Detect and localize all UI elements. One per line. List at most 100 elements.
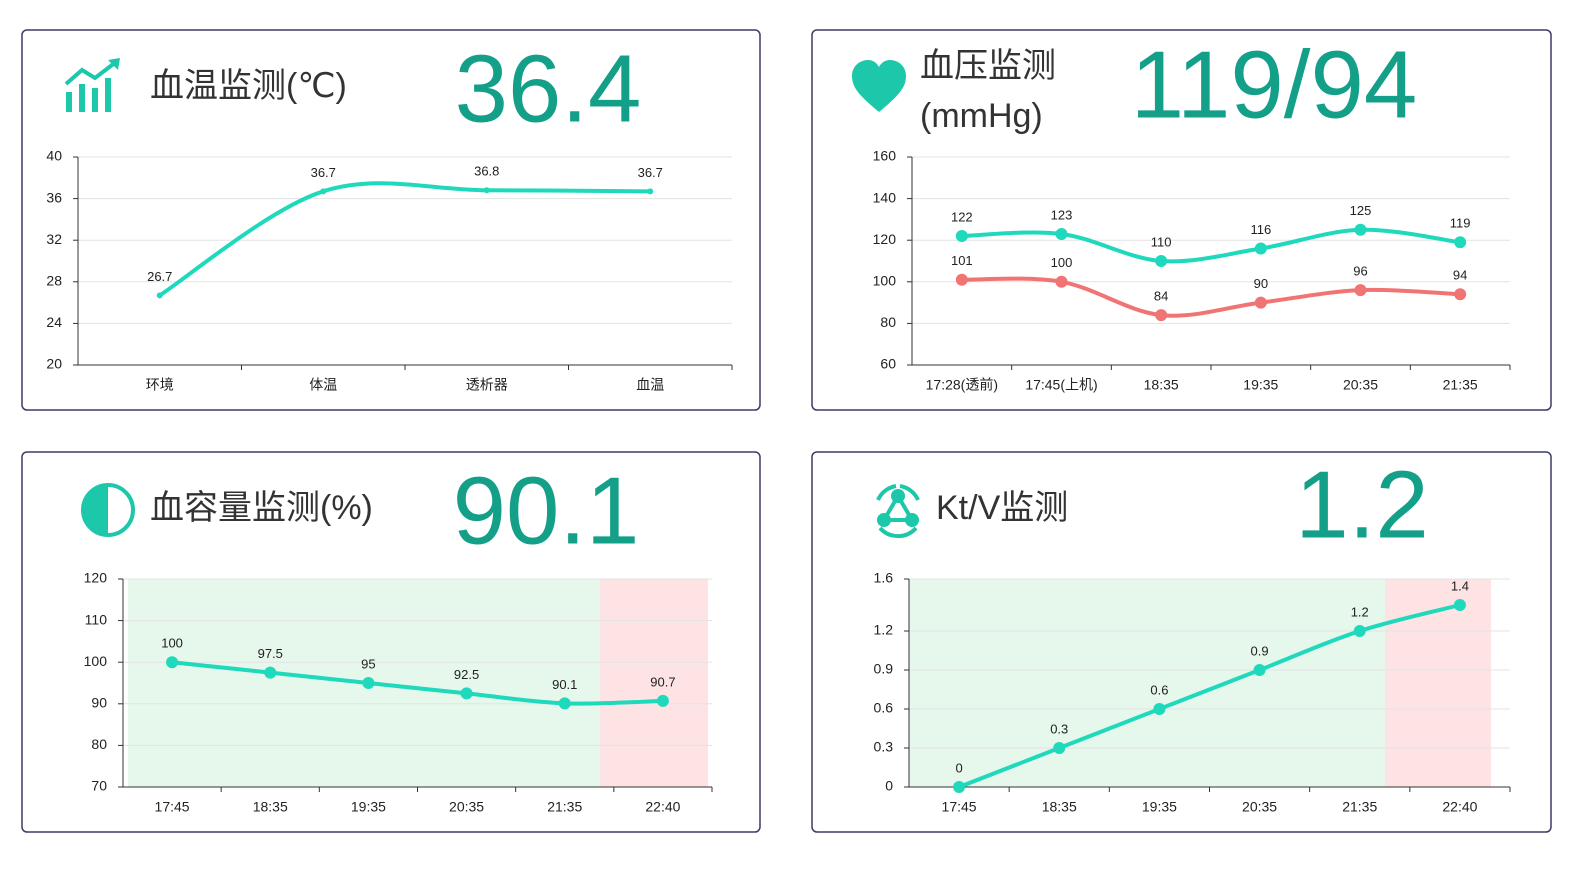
x-tick-label: 18:35 — [1042, 799, 1077, 815]
value-label: 90.1 — [552, 677, 577, 692]
point — [1053, 742, 1066, 754]
x-tick-label: 17:45 — [942, 799, 977, 815]
reading: 90.1 — [453, 457, 640, 564]
point — [955, 230, 968, 243]
value-label: 101 — [951, 253, 973, 268]
y-tick-label: 80 — [91, 736, 107, 752]
panel — [21, 29, 761, 411]
point — [656, 694, 669, 707]
point — [1055, 275, 1068, 288]
value-label: 0.3 — [1050, 721, 1068, 736]
x-tick-label: 17:45 — [155, 799, 190, 815]
point — [1055, 227, 1068, 240]
y-tick-label: 120 — [84, 570, 108, 586]
y-tick-label: 0.3 — [874, 739, 894, 755]
value-label: 100 — [1051, 255, 1073, 270]
series-line — [961, 227, 1461, 264]
point — [1254, 242, 1267, 255]
y-tick-label: 0.6 — [874, 700, 894, 716]
value-label: 0 — [955, 760, 962, 775]
value-label: 116 — [1250, 222, 1271, 237]
x-tick-label: 19:35 — [1243, 377, 1278, 393]
x-tick-label: 血温 — [636, 377, 664, 393]
x-tick-label: 环境 — [146, 377, 174, 393]
x-tick-label: 21:35 — [1443, 377, 1478, 393]
value-label: 123 — [1051, 207, 1073, 222]
y-tick-label: 1.2 — [874, 622, 894, 638]
heart-icon — [852, 60, 906, 112]
point — [362, 677, 375, 689]
y-tick-label: 24 — [46, 314, 62, 330]
point — [1454, 236, 1467, 249]
y-tick-label: 36 — [46, 189, 62, 205]
value-label: 36.8 — [474, 164, 499, 179]
value-label: 0.9 — [1251, 643, 1269, 658]
y-tick-label: 1.6 — [874, 570, 894, 586]
x-tick-label: 19:35 — [1142, 799, 1177, 815]
value-label: 90 — [1254, 276, 1268, 291]
panel-title: Kt/V监测 — [936, 489, 1068, 527]
series-line — [958, 603, 1461, 789]
y-tick-label: 32 — [46, 231, 62, 247]
half-circle-icon — [81, 483, 135, 537]
value-label: 36.7 — [638, 165, 663, 180]
y-tick-label: 0 — [885, 778, 893, 794]
value-label: 122 — [951, 209, 973, 224]
value-label: 119 — [1450, 216, 1471, 231]
point — [1254, 296, 1267, 309]
panel — [811, 29, 1552, 411]
y-tick-label: 60 — [880, 356, 896, 372]
x-tick-label: 21:35 — [1342, 799, 1377, 815]
value-label: 97.5 — [258, 646, 283, 661]
point — [460, 687, 473, 700]
y-tick-label: 100 — [873, 273, 897, 289]
y-tick-label: 70 — [91, 778, 107, 794]
reading: 1.2 — [1295, 451, 1428, 558]
x-tick-label: 18:35 — [1144, 377, 1179, 393]
point — [955, 273, 968, 286]
y-tick-label: 160 — [873, 148, 897, 164]
y-tick-label: 140 — [873, 189, 897, 205]
point — [1354, 284, 1367, 297]
y-tick-label: 20 — [46, 356, 62, 372]
point — [156, 292, 163, 299]
value-label: 1.4 — [1451, 578, 1469, 593]
point — [1253, 664, 1266, 676]
panel-title: 血压监测 — [920, 47, 1056, 85]
point — [1454, 288, 1467, 301]
x-tick-label: 21:35 — [547, 799, 582, 815]
x-tick-label: 17:45(上机) — [1025, 377, 1097, 393]
y-tick-label: 110 — [85, 611, 108, 627]
point — [320, 188, 327, 195]
value-label: 110 — [1151, 234, 1172, 249]
y-tick-label: 90 — [91, 695, 107, 711]
point — [483, 187, 490, 194]
point — [1153, 703, 1166, 715]
panel-title: 血容量监测(%) — [150, 489, 373, 527]
zone — [600, 579, 708, 787]
zone — [909, 579, 1385, 787]
point — [1155, 309, 1168, 322]
point — [647, 188, 654, 195]
value-label: 84 — [1154, 289, 1168, 304]
value-label: 96 — [1353, 264, 1367, 279]
value-label: 36.7 — [311, 165, 336, 180]
y-tick-label: 100 — [84, 653, 108, 669]
y-tick-label: 40 — [46, 148, 62, 164]
x-tick-label: 20:35 — [449, 799, 484, 815]
value-label: 1.2 — [1351, 604, 1369, 619]
value-label: 94 — [1453, 268, 1467, 283]
y-tick-label: 28 — [46, 273, 62, 289]
point — [1453, 599, 1466, 611]
point — [166, 656, 179, 669]
y-tick-label: 80 — [880, 314, 896, 330]
value-label: 90.7 — [650, 674, 675, 689]
trend-icon — [64, 58, 120, 112]
zone — [1385, 579, 1491, 787]
value-label: 95 — [361, 656, 375, 671]
point — [1353, 625, 1366, 637]
x-tick-label: 22:40 — [645, 799, 680, 815]
value-label: 0.6 — [1150, 682, 1168, 697]
point — [1155, 255, 1168, 267]
value-label: 125 — [1350, 203, 1372, 218]
